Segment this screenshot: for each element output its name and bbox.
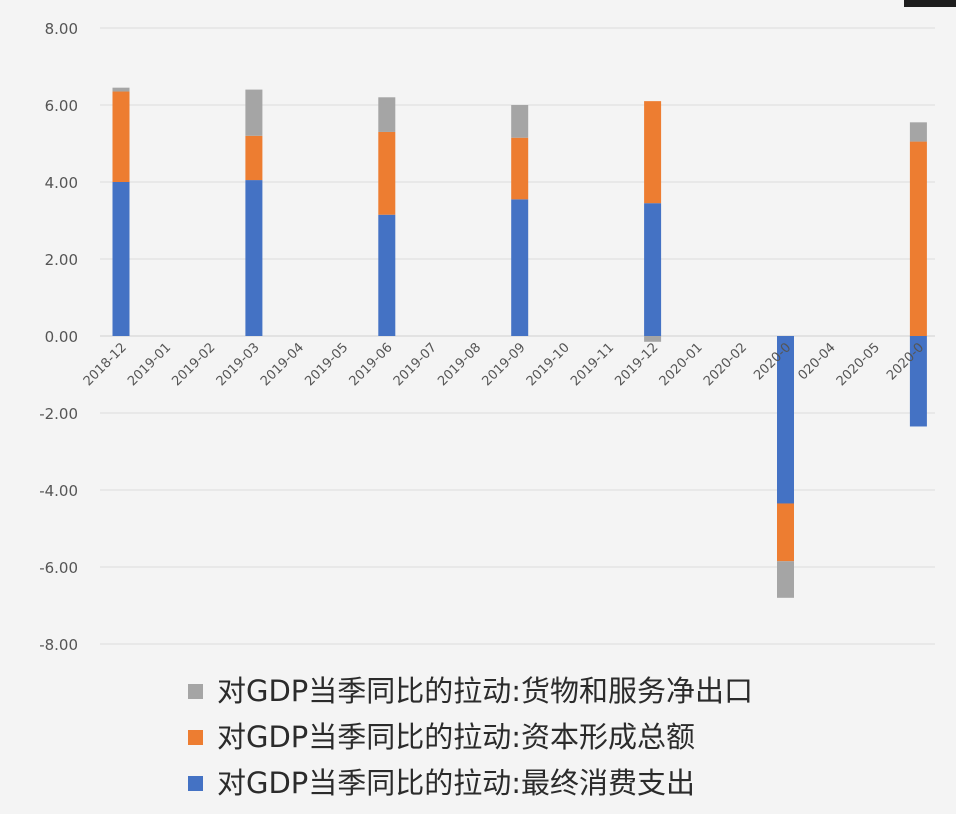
y-tick-label: 8.00 (45, 20, 78, 38)
legend-swatch-final-consumption (188, 775, 203, 791)
bar-segment-capital (378, 131, 396, 215)
bar-segment-net-exports (777, 561, 794, 598)
legend-label-capital-formation: 对GDP当季同比的拉动:资本形成总额 (217, 720, 696, 754)
x-tick-label: 2019-10 (524, 340, 573, 389)
bar-segment-net-exports (511, 105, 529, 138)
legend-item-final-consumption: 对GDP当季同比的拉动:最终消费支出 (188, 760, 753, 806)
x-tick-label: 2019-02 (169, 340, 218, 389)
x-tick-label: 2019-07 (391, 340, 440, 389)
y-tick-label: -4.00 (39, 482, 78, 500)
x-tick-label: 2019-04 (258, 340, 307, 389)
y-tick-label: -6.00 (39, 559, 78, 577)
x-tick-label: 2019-11 (568, 340, 617, 389)
x-tick-label: 2020-02 (701, 340, 750, 389)
bar-segment-consumption (909, 336, 927, 427)
legend-label-net-exports: 对GDP当季同比的拉动:货物和服务净出口 (217, 674, 754, 708)
bar-segment-net-exports (644, 336, 662, 342)
plot-area: 8.00 6.00 4.00 2.00 0.00 -2.00 -4.00 -6.00 -8.00… (39, 20, 935, 654)
bar-segment-consumption (511, 199, 529, 336)
legend-item-net-exports: 对GDP当季同比的拉动:货物和服务净出口 (188, 668, 753, 714)
bar-segment-consumption (644, 203, 662, 336)
window-corner-tab (904, 0, 956, 7)
legend-swatch-net-exports (188, 683, 203, 699)
x-tick-label: 2019-03 (214, 340, 263, 389)
x-axis-tick-labels: 2018-122019-012019-022019-032019-042019-… (81, 340, 927, 389)
y-axis-tick-labels: 8.00 6.00 4.00 2.00 0.00 -2.00 -4.00 -6.00 -8.00 (39, 20, 78, 654)
bar-series (112, 87, 927, 598)
bar-segment-capital (511, 137, 529, 200)
x-tick-label: 2019-09 (480, 340, 529, 389)
bar-segment-net-exports (245, 89, 263, 136)
x-tick-label: 2019-08 (435, 340, 484, 389)
bar-segment-consumption (777, 336, 794, 504)
legend-item-capital-formation: 对GDP当季同比的拉动:资本形成总额 (188, 714, 753, 760)
x-tick-label: 2020-01 (657, 340, 706, 389)
bar-segment-net-exports (112, 87, 130, 92)
bar-segment-net-exports (909, 122, 927, 142)
x-tick-label: 2019-01 (125, 340, 174, 389)
bar-segment-capital (777, 503, 794, 562)
y-tick-label: -8.00 (39, 636, 78, 654)
y-tick-label: -2.00 (39, 405, 78, 423)
bar-segment-capital (112, 91, 130, 182)
bar-segment-capital (644, 101, 662, 204)
y-tick-label: 6.00 (45, 97, 78, 115)
bar-segment-capital (909, 141, 927, 336)
x-tick-label: 2020-05 (834, 340, 883, 389)
y-tick-label: 0.00 (45, 328, 78, 346)
bar-segment-capital (245, 135, 263, 181)
x-tick-label: 020-04 (795, 340, 838, 383)
x-tick-label: 2019-06 (347, 340, 396, 389)
y-tick-label: 2.00 (45, 251, 78, 269)
x-tick-label: 2019-12 (612, 340, 661, 389)
bar-segment-consumption (112, 182, 130, 336)
x-tick-label: 2018-12 (81, 340, 130, 389)
legend: 对GDP当季同比的拉动:货物和服务净出口 对GDP当季同比的拉动:资本形成总额 … (188, 668, 753, 806)
x-tick-label: 2019-05 (302, 340, 351, 389)
legend-swatch-capital-formation (188, 729, 203, 745)
bar-segment-net-exports (378, 97, 396, 132)
bar-segment-consumption (378, 214, 396, 336)
y-tick-label: 4.00 (45, 174, 78, 192)
bar-segment-consumption (245, 180, 263, 336)
legend-label-final-consumption: 对GDP当季同比的拉动:最终消费支出 (217, 766, 696, 800)
